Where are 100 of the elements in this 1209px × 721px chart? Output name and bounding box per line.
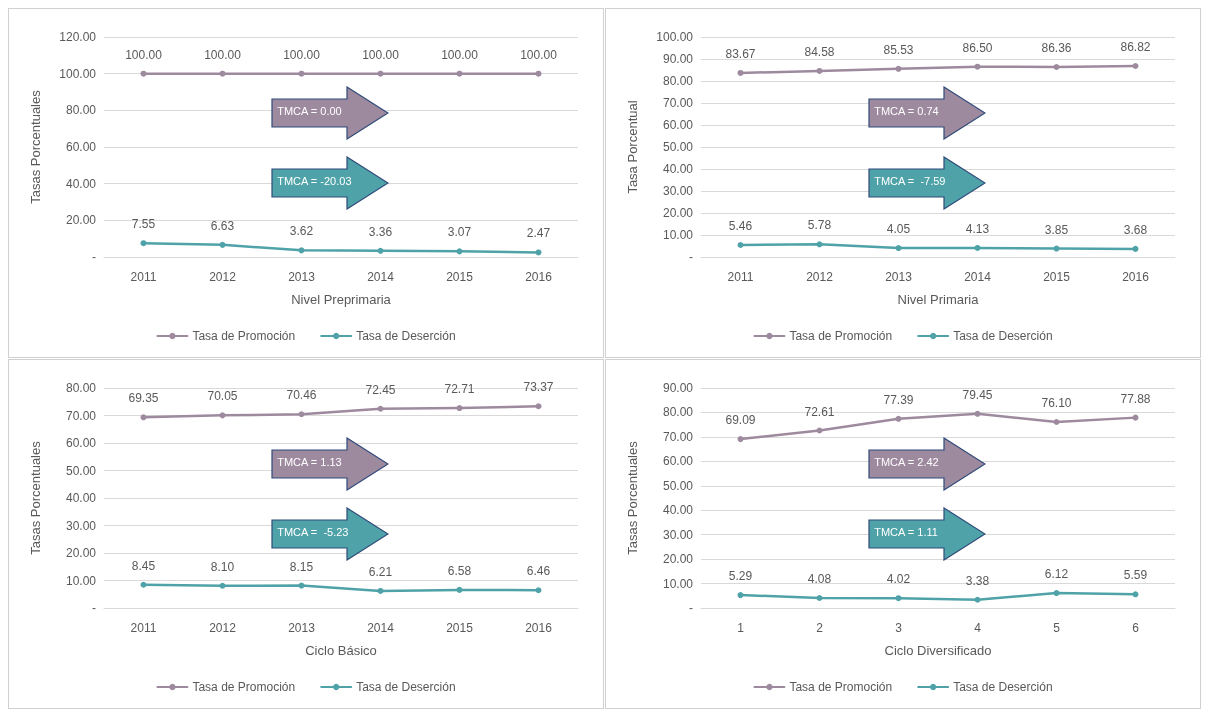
point [816, 427, 823, 434]
x-tick-label: 2013 [288, 621, 316, 635]
x-tick-label: 2012 [806, 270, 834, 284]
data-label: 5.46 [728, 218, 753, 233]
x-tick-label: 2013 [288, 270, 316, 284]
legend-label: Tasa de Promoción [789, 329, 893, 343]
data-label: 70.46 [286, 388, 317, 403]
y-tick-label: 120.00 [59, 30, 97, 44]
x-tick-label: 2011 [130, 621, 157, 635]
y-tick-label: 30.00 [65, 518, 97, 533]
y-tick-label: 10.00 [662, 228, 694, 242]
point [737, 436, 744, 443]
annotation: TMCA = 1.11 [874, 526, 938, 538]
point [895, 245, 902, 252]
point [895, 595, 902, 602]
data-label: 2.47 [526, 226, 551, 241]
point [535, 249, 542, 256]
x-axis-title: Ciclo Diversificado [884, 643, 992, 658]
legend-label: Tasa de Promoción [789, 680, 893, 694]
y-tick-label: 30.00 [662, 184, 694, 198]
point [219, 241, 226, 248]
y-tick-label: 20.00 [65, 546, 97, 560]
annotation: TMCA = -5.23 [277, 526, 349, 538]
annotation: TMCA = -7.59 [874, 175, 946, 187]
data-label: 86.50 [962, 40, 993, 55]
y-tick-label: 60.00 [65, 436, 97, 450]
y-tick-label: 60.00 [65, 140, 97, 154]
point [974, 244, 981, 251]
y-axis-title: Tasas Porcentuales [625, 440, 640, 555]
y-axis-title: Tasas Porcentuales [28, 89, 43, 204]
y-tick-label: - [689, 601, 693, 615]
y-tick-label: - [92, 250, 96, 264]
data-label: 8.10 [210, 559, 235, 574]
x-tick-label: 2014 [367, 270, 395, 284]
point [737, 592, 744, 599]
point [1053, 590, 1060, 597]
y-tick-label: 20.00 [65, 213, 97, 228]
y-tick-label: 80.00 [662, 405, 694, 420]
point [1053, 418, 1060, 425]
y-axis-title: Tasa Porcentual [625, 100, 640, 194]
data-label: 4.08 [807, 572, 832, 587]
data-label: 85.53 [883, 42, 914, 57]
point [298, 582, 305, 589]
point [737, 241, 744, 248]
x-tick-label: 2011 [727, 270, 754, 284]
y-tick-label: 50.00 [662, 140, 694, 154]
y-tick-label: 10.00 [662, 576, 694, 591]
point [456, 405, 463, 412]
data-label: 72.71 [444, 382, 475, 397]
data-label: 100.00 [125, 47, 163, 62]
x-tick-label: 4 [974, 621, 982, 635]
point [816, 241, 823, 248]
data-label: 79.45 [962, 387, 993, 402]
data-label: 100.00 [520, 47, 558, 62]
y-axis-title: Tasas Porcentuales [28, 440, 43, 555]
y-tick-label: 60.00 [662, 454, 694, 469]
y-tick-label: 90.00 [662, 381, 694, 395]
data-label: 7.55 [131, 217, 156, 232]
point [1132, 245, 1139, 252]
data-label: 86.36 [1041, 41, 1072, 56]
x-tick-label: 2015 [446, 621, 474, 635]
x-tick-label: 2014 [964, 270, 992, 284]
y-tick-label: 80.00 [65, 103, 97, 118]
y-tick-label: 60.00 [662, 118, 694, 132]
y-tick-label: 100.00 [656, 30, 694, 44]
y-tick-label: - [689, 250, 693, 264]
data-label: 8.45 [131, 558, 156, 573]
data-label: 100.00 [204, 47, 242, 62]
data-label: 77.39 [883, 392, 914, 407]
point [377, 247, 384, 254]
y-tick-label: 70.00 [65, 408, 97, 423]
data-label: 83.67 [725, 46, 756, 61]
x-tick-label: 3 [895, 621, 903, 635]
data-label: 70.05 [207, 389, 238, 404]
point [140, 240, 147, 247]
point [895, 65, 902, 72]
x-tick-label: 1 [737, 621, 745, 635]
x-axis-title: Nivel Preprimaria [291, 292, 392, 307]
data-label: 69.09 [725, 413, 756, 428]
annotation: TMCA = -20.03 [277, 175, 352, 187]
x-tick-label: 2012 [209, 621, 237, 635]
legend-label: Tasa de Promoción [192, 329, 296, 343]
point [298, 411, 305, 418]
x-axis-title: Nivel Primaria [897, 292, 980, 307]
y-tick-label: 20.00 [662, 552, 694, 567]
y-tick-label: 40.00 [65, 176, 97, 191]
data-label: 69.35 [128, 391, 159, 406]
y-tick-label: - [92, 601, 96, 615]
x-tick-label: 2015 [1043, 270, 1071, 284]
data-label: 5.78 [807, 218, 832, 233]
x-tick-label: 2016 [525, 270, 553, 284]
y-tick-label: 100.00 [59, 66, 97, 81]
point [1053, 245, 1060, 252]
y-tick-label: 20.00 [662, 206, 694, 220]
point [535, 587, 542, 594]
data-label: 3.36 [368, 224, 393, 239]
data-label: 6.63 [210, 218, 235, 233]
legend-label: Tasa de Deserción [356, 329, 456, 343]
y-tick-label: 70.00 [662, 429, 694, 444]
x-tick-label: 5 [1053, 621, 1061, 635]
